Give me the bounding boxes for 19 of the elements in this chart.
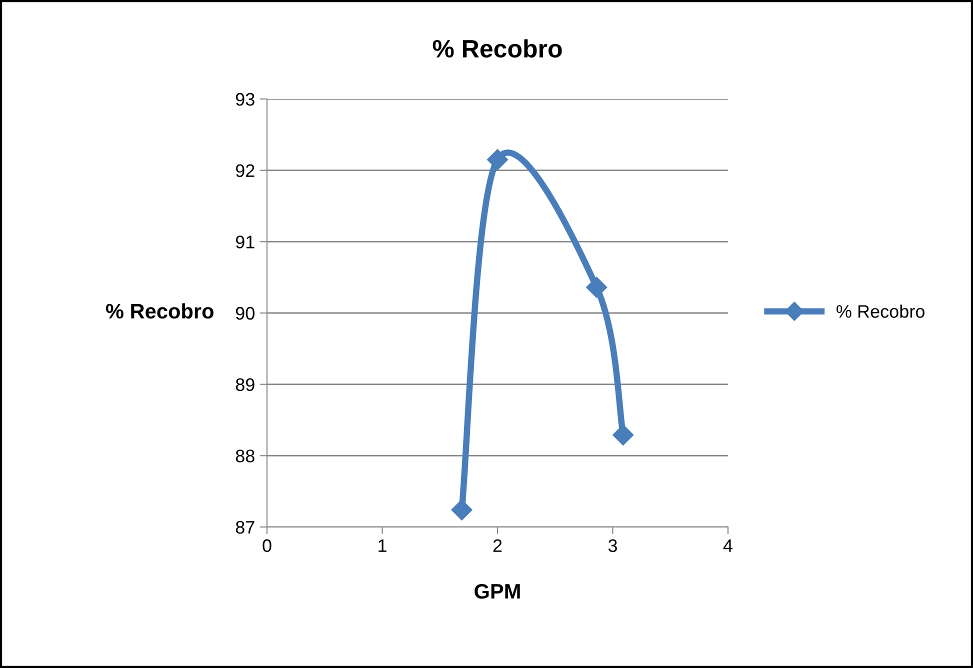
chart-title: % Recobro [432, 39, 562, 58]
x-tick-label: 4 [723, 539, 732, 552]
x-axis-title: GPM [474, 584, 520, 599]
y-tick-label: 93 [236, 92, 254, 106]
legend-label: % Recobro [836, 304, 924, 318]
y-tick-label: 87 [236, 520, 254, 534]
y-tick-label: 92 [236, 164, 254, 178]
point [586, 276, 608, 298]
y-tick-label: 91 [236, 236, 254, 248]
x-tick-label: 1 [378, 539, 386, 552]
x-tick-label: 2 [493, 539, 502, 552]
y-tick-label: 88 [236, 450, 254, 462]
y-tick-label: 89 [236, 378, 254, 392]
x-tick-label: 0 [262, 539, 272, 552]
point [486, 149, 508, 170]
point [612, 424, 634, 446]
y-axis-title: % Recobro [106, 303, 214, 319]
y-tick-label: 90 [236, 306, 254, 320]
x-tick-label: 3 [608, 539, 617, 552]
